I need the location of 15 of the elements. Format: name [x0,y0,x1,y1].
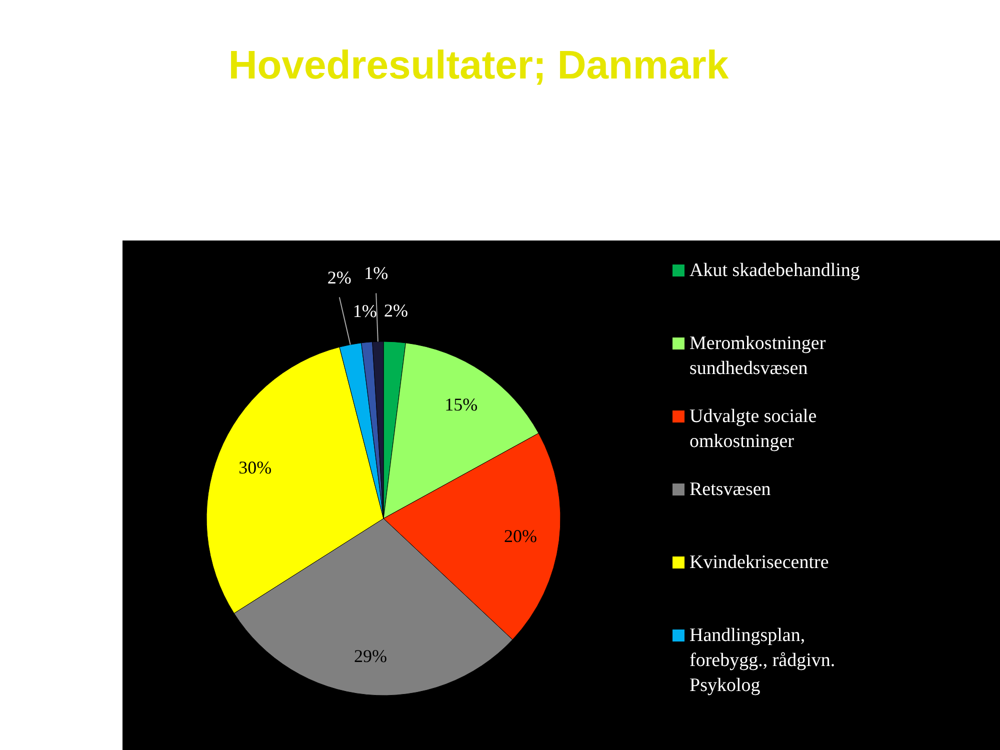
data-label: 2% [327,267,352,288]
legend-label: Retsvæsen [690,479,772,500]
legend-label: Akut skadebehandling [690,260,860,281]
data-label: 2% [384,300,408,321]
chart-title: Hovedresultater; Danmark [228,44,730,88]
data-label: 1% [352,301,377,322]
data-label: 30% [238,458,272,478]
data-label: 15% [444,394,478,414]
data-label: 1% [364,263,388,284]
legend-label: Kvindekrisecentre [690,552,829,573]
data-label: 20% [504,526,537,546]
legend-label: Udvalgte sociale omkostninger [690,406,817,452]
legend-label: Meromkostninger sundhedsvæsen [690,333,826,379]
legend-label: Handlingsplan, forebygg., rådgivn. Psykolog [690,625,836,696]
data-label: 29% [354,646,388,666]
